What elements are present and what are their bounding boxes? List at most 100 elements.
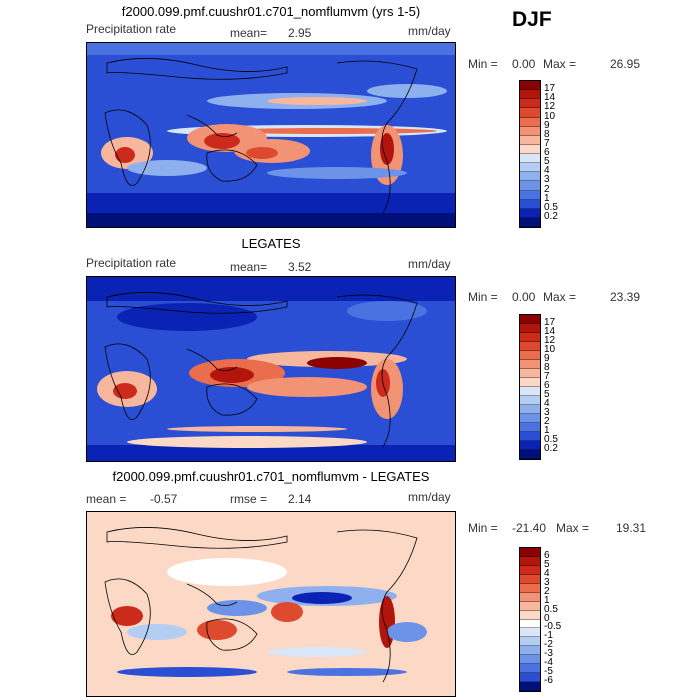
colorbar-segment: [520, 592, 540, 602]
panel3-mean-label: mean =: [86, 492, 127, 506]
colorbar-segment: [520, 619, 540, 629]
colorbar-segment: [520, 208, 540, 218]
colorbar-segment: [520, 163, 540, 173]
colorbar-tick-label: 14: [544, 326, 556, 337]
colorbar-tick-label: -0.5: [544, 621, 562, 633]
colorbar-segment: [520, 378, 540, 387]
colorbar-segment: [520, 610, 540, 620]
panel3-rmse-label: rmse =: [230, 492, 268, 506]
panel3-max-label: Max =: [556, 521, 590, 535]
colorbar-segment: [520, 315, 540, 324]
colorbar-segment: [520, 387, 540, 396]
panel3-max-value: 19.31: [616, 521, 647, 535]
colorbar-tick-label: 12: [544, 101, 556, 113]
panel2-field: [87, 277, 455, 461]
panel3-min-value: -21.40: [512, 521, 547, 535]
colorbar-segment: [520, 126, 540, 136]
colorbar-segment: [520, 117, 540, 127]
colorbar-segment: [520, 637, 540, 647]
colorbar-tick-label: 10: [544, 110, 556, 122]
panel3-min-label: Min =: [468, 521, 498, 535]
season-label: DJF: [512, 8, 552, 31]
colorbar-tick-label: 0.2: [544, 443, 558, 454]
colorbar-tick-label: 3: [544, 407, 550, 418]
colorbar-tick-label: 10: [544, 344, 556, 355]
colorbar-segment: [520, 181, 540, 191]
colorbar-tick-label: 6: [544, 380, 550, 391]
colorbar-segment: [520, 90, 540, 100]
panel1-min-value: 0.00: [512, 57, 536, 71]
colorbar-segment: [520, 583, 540, 593]
colorbar-tick-label: -5: [544, 666, 553, 678]
colorbar-segment: [520, 565, 540, 575]
colorbar-segment: [520, 601, 540, 611]
panel3-map: [86, 511, 456, 697]
colorbar-tick-label: 8: [544, 128, 550, 140]
colorbar-tick-label: 4: [544, 398, 550, 409]
colorbar-segment: [520, 655, 540, 665]
colorbar-segment: [520, 199, 540, 209]
panel2-max-label: Max =: [543, 290, 577, 304]
panel2-max-value: 23.39: [610, 290, 641, 304]
panel2-title: LEGATES: [241, 236, 301, 251]
panel1-variable-label: Precipitation rate: [86, 22, 177, 36]
colorbar-segment: [520, 548, 540, 557]
colorbar-tick-label: 4: [544, 567, 550, 579]
colorbar-segment: [520, 190, 540, 200]
panel3-title: f2000.099.pmf.cuushr01.c701_nomflumvm - …: [112, 469, 430, 484]
colorbar-segment: [520, 423, 540, 432]
colorbar-segment: [520, 154, 540, 164]
colorbar-segment: [520, 396, 540, 405]
colorbar-tick-label: 7: [544, 371, 550, 382]
colorbar-tick-label: 9: [544, 353, 550, 364]
colorbar-segment: [520, 574, 540, 584]
panel2-map: [86, 276, 456, 462]
colorbar-tick-label: 1: [544, 192, 550, 204]
panel3-mean-value: -0.57: [150, 492, 178, 506]
colorbar-tick-label: -4: [544, 657, 553, 669]
colorbar-segment: [520, 673, 540, 683]
panel2-colorbar: [519, 314, 541, 460]
colorbar-tick-label: 4: [544, 165, 550, 177]
colorbar-segment: [520, 360, 540, 369]
colorbar-tick-label: -3: [544, 648, 553, 660]
colorbar-tick-label: 2: [544, 183, 550, 195]
colorbar-tick-label: 17: [544, 83, 556, 95]
panel1-max-label: Max =: [543, 57, 577, 71]
colorbar-tick-label: 12: [544, 335, 556, 346]
colorbar-segment: [520, 414, 540, 423]
colorbar-segment: [520, 628, 540, 638]
panel1-colorbar: [519, 80, 541, 228]
panel2-units: mm/day: [408, 257, 451, 271]
colorbar-segment: [520, 324, 540, 333]
panel1-min-label: Min =: [468, 57, 498, 71]
panel1-mean-label: mean=: [230, 26, 268, 40]
colorbar-tick-label: 1: [544, 425, 550, 436]
colorbar-segment: [520, 405, 540, 414]
colorbar-segment: [520, 99, 540, 109]
panel2-mean-label: mean=: [230, 260, 268, 274]
colorbar-tick-label: 17: [544, 317, 556, 328]
colorbar-segment: [520, 556, 540, 566]
colorbar-tick-label: -6: [544, 675, 553, 687]
panel1-map: [86, 42, 456, 228]
colorbar-tick-label: 8: [544, 362, 550, 373]
colorbar-tick-label: 0.5: [544, 201, 558, 213]
panel1-max-value: 26.95: [610, 57, 641, 71]
colorbar-tick-label: 5: [544, 389, 550, 400]
colorbar-tick-label: 1: [544, 594, 550, 606]
colorbar-tick-label: 5: [544, 558, 550, 570]
panel1-mean-value: 2.95: [288, 26, 312, 40]
colorbar-tick-label: 0.2: [544, 210, 558, 222]
colorbar-segment: [520, 342, 540, 351]
colorbar-segment: [520, 450, 540, 459]
panel3-field: [87, 512, 455, 696]
colorbar-segment: [520, 333, 540, 342]
panel2-min-value: 0.00: [512, 290, 536, 304]
colorbar-tick-label: 7: [544, 137, 550, 149]
panel3-colorbar: [519, 547, 541, 692]
colorbar-segment: [520, 682, 540, 691]
panel2-variable-label: Precipitation rate: [86, 256, 177, 270]
colorbar-segment: [520, 81, 540, 91]
colorbar-segment: [520, 351, 540, 360]
